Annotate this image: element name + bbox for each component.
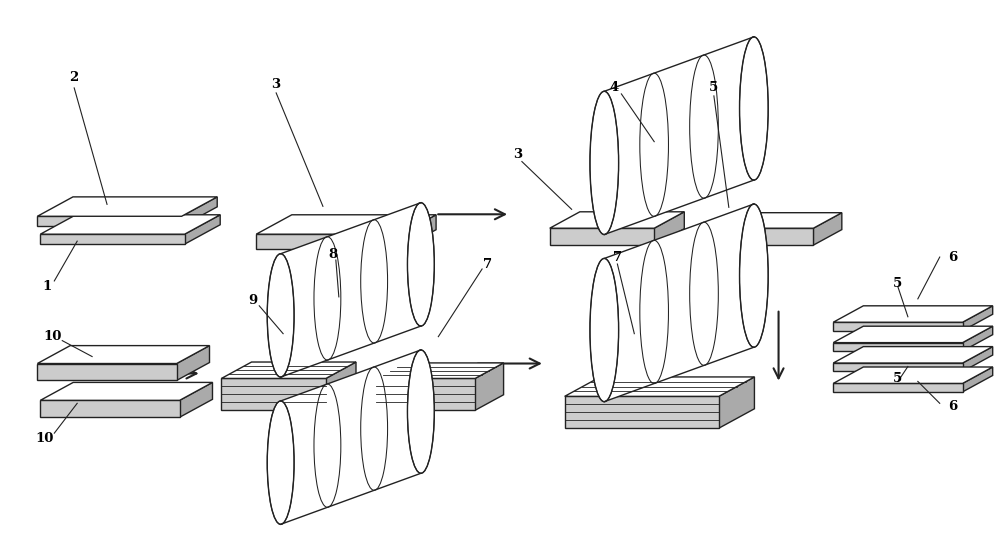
Text: 7: 7 xyxy=(483,258,493,271)
Polygon shape xyxy=(963,326,993,351)
Ellipse shape xyxy=(590,91,619,234)
Text: 5: 5 xyxy=(709,81,719,94)
Polygon shape xyxy=(604,37,754,234)
Polygon shape xyxy=(182,197,217,226)
Text: 3: 3 xyxy=(272,79,281,92)
Polygon shape xyxy=(37,216,182,226)
Polygon shape xyxy=(604,204,754,402)
Polygon shape xyxy=(256,234,401,249)
Text: 1: 1 xyxy=(43,280,52,293)
Polygon shape xyxy=(40,234,185,244)
Polygon shape xyxy=(704,213,842,228)
Polygon shape xyxy=(963,347,993,371)
Polygon shape xyxy=(37,197,217,216)
Ellipse shape xyxy=(407,203,434,326)
Text: 6: 6 xyxy=(948,400,957,413)
Polygon shape xyxy=(185,215,220,244)
Text: 7: 7 xyxy=(613,251,622,264)
Ellipse shape xyxy=(740,204,768,347)
Polygon shape xyxy=(565,396,719,428)
Polygon shape xyxy=(475,363,504,410)
Polygon shape xyxy=(550,228,654,245)
Text: 10: 10 xyxy=(43,330,62,343)
Ellipse shape xyxy=(740,37,768,180)
Polygon shape xyxy=(654,212,684,245)
Polygon shape xyxy=(37,363,177,381)
Polygon shape xyxy=(963,367,993,392)
Polygon shape xyxy=(376,378,475,410)
Text: 4: 4 xyxy=(610,81,619,94)
Polygon shape xyxy=(37,345,210,363)
Polygon shape xyxy=(833,322,963,331)
Text: 5: 5 xyxy=(893,372,903,385)
Ellipse shape xyxy=(407,350,434,473)
Polygon shape xyxy=(704,228,813,245)
Polygon shape xyxy=(833,326,993,343)
Text: 10: 10 xyxy=(35,432,54,445)
Polygon shape xyxy=(963,306,993,331)
Polygon shape xyxy=(813,213,842,245)
Text: 8: 8 xyxy=(328,247,337,260)
Polygon shape xyxy=(833,343,963,351)
Polygon shape xyxy=(180,382,212,417)
Polygon shape xyxy=(719,377,754,428)
Polygon shape xyxy=(40,400,180,417)
Polygon shape xyxy=(281,203,421,377)
Polygon shape xyxy=(40,215,220,234)
Polygon shape xyxy=(565,377,754,396)
Polygon shape xyxy=(833,367,993,383)
Text: 6: 6 xyxy=(948,251,957,264)
Text: 5: 5 xyxy=(893,278,903,291)
Polygon shape xyxy=(833,363,963,371)
Polygon shape xyxy=(281,350,421,524)
Text: 3: 3 xyxy=(513,148,522,161)
Polygon shape xyxy=(833,306,993,322)
Polygon shape xyxy=(833,347,993,363)
Polygon shape xyxy=(40,382,212,400)
Polygon shape xyxy=(833,383,963,392)
Polygon shape xyxy=(326,362,356,410)
Polygon shape xyxy=(376,363,504,378)
Ellipse shape xyxy=(590,258,619,402)
Ellipse shape xyxy=(267,401,294,524)
Ellipse shape xyxy=(267,254,294,377)
Polygon shape xyxy=(256,215,436,234)
Text: 9: 9 xyxy=(249,294,258,307)
Polygon shape xyxy=(177,345,210,381)
Polygon shape xyxy=(221,378,326,410)
Polygon shape xyxy=(221,362,356,378)
Polygon shape xyxy=(550,212,684,228)
Text: 2: 2 xyxy=(70,72,79,85)
Polygon shape xyxy=(401,215,436,249)
